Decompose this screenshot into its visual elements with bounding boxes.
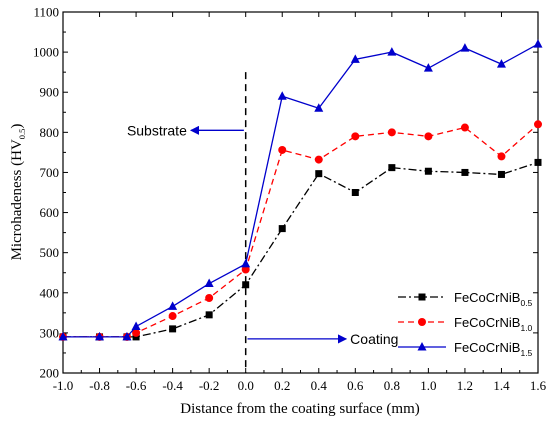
data-point-1-5 <box>350 54 360 63</box>
y-axis-title-main: Microhadeness (HV <box>9 139 25 260</box>
legend-label-name: FeCoCrNiB <box>454 340 520 355</box>
data-point-1-0 <box>314 155 323 164</box>
data-point-1-0 <box>278 145 287 154</box>
data-point-1-5 <box>122 331 132 341</box>
y-tick-label: 500 <box>40 245 60 260</box>
y-axis-title-subscript: 0.5 <box>17 129 27 140</box>
data-point-0-5 <box>424 167 432 175</box>
data-point-0-5 <box>242 281 250 289</box>
data-point-1-5 <box>241 258 251 268</box>
legend-label-subscript: 1.0 <box>520 323 532 333</box>
data-point-1-0 <box>424 132 433 141</box>
data-point-1-0 <box>241 265 250 274</box>
x-tick-label: -0.2 <box>199 378 220 393</box>
data-point-0-5 <box>278 225 286 233</box>
legend-label-name: FeCoCrNiB <box>454 290 520 305</box>
data-point-1-0 <box>205 293 214 302</box>
data-point-0-5 <box>169 325 177 333</box>
y-tick-label: 800 <box>40 125 60 140</box>
data-point-1-0 <box>351 132 360 141</box>
data-point-1-0 <box>460 123 469 132</box>
y-axis-ticks: 200 300 400 500 600 700 800 900 1000 1100 <box>33 5 538 381</box>
x-tick-label: 0.2 <box>274 378 290 393</box>
legend-marker <box>418 293 426 301</box>
data-point-1-0 <box>534 120 542 129</box>
data-point-1-5 <box>460 43 470 52</box>
data-point-0-5 <box>315 170 323 178</box>
x-tick-label: 1.6 <box>530 378 547 393</box>
series-group <box>58 39 543 341</box>
legend-label: FeCoCrNiB0.5 <box>454 290 533 308</box>
legend-label: FeCoCrNiB1.5 <box>454 340 533 358</box>
x-tick-label: 1.4 <box>493 378 510 393</box>
legend-marker <box>417 342 427 351</box>
data-point-1-0 <box>168 312 177 321</box>
x-tick-label: 0.4 <box>311 378 328 393</box>
data-point-1-0 <box>132 328 141 337</box>
x-tick-label: 0.8 <box>384 378 400 393</box>
x-tick-label: -1.0 <box>53 378 74 393</box>
legend-label-name: FeCoCrNiB <box>454 315 520 330</box>
data-point-1-0 <box>497 152 506 161</box>
legend-label-subscript: 1.5 <box>520 348 532 358</box>
data-point-1-5 <box>204 278 214 288</box>
legend-marker <box>418 318 426 326</box>
data-point-0-5 <box>205 311 213 319</box>
data-point-1-5 <box>387 47 397 56</box>
annotation-label: Coating <box>350 331 398 347</box>
annotation-label: Substrate <box>127 122 187 138</box>
svg-text:Microhadeness (HV0.5): Microhadeness (HV0.5) <box>9 124 27 261</box>
legend-label-subscript: 0.5 <box>520 298 532 308</box>
data-point-1-5 <box>423 63 433 72</box>
data-point-1-5 <box>95 331 105 341</box>
y-axis-title-close: ) <box>9 124 25 129</box>
y-axis-title: Microhadeness (HV0.5) <box>9 124 27 261</box>
x-tick-label: 1.0 <box>420 378 436 393</box>
series-line-0-5 <box>63 161 539 338</box>
x-tick-label: -0.4 <box>162 378 183 393</box>
data-point-1-5 <box>58 331 68 341</box>
y-tick-label: 1000 <box>33 45 59 60</box>
data-point-0-5 <box>351 189 359 196</box>
data-point-1-5 <box>277 91 287 100</box>
x-tick-label: 1.2 <box>457 378 473 393</box>
data-point-0-5 <box>461 168 469 176</box>
data-point-0-5 <box>534 158 542 166</box>
data-point-1-5 <box>168 301 178 310</box>
x-tick-label: -0.6 <box>126 378 147 393</box>
data-point-1-5 <box>131 321 141 330</box>
x-tick-label: 0.0 <box>238 378 254 393</box>
y-tick-label: 400 <box>40 285 60 300</box>
y-tick-label: 600 <box>40 205 60 220</box>
y-tick-label: 1100 <box>33 5 59 20</box>
data-point-0-5 <box>132 333 140 341</box>
x-axis-title: Distance from the coating surface (mm) <box>180 401 420 417</box>
data-point-1-5 <box>314 103 324 112</box>
y-tick-label: 300 <box>40 325 60 340</box>
x-axis-ticks: -1.0 -0.8 -0.6 -0.4 -0.2 0.0 0.2 0.4 0.6 0.8 1.0 1.… <box>53 12 547 393</box>
data-point-0-5 <box>388 164 396 172</box>
annotations: Substrate Coating <box>127 122 398 347</box>
y-tick-label: 200 <box>40 366 60 381</box>
series-line-1-0 <box>63 123 539 338</box>
y-tick-label: 700 <box>40 165 60 180</box>
y-tick-label: 900 <box>40 85 60 100</box>
legend-label: FeCoCrNiB1.0 <box>454 315 533 333</box>
x-tick-label: -0.8 <box>89 378 110 393</box>
data-point-1-5 <box>496 59 506 68</box>
data-point-1-0 <box>387 128 396 137</box>
x-tick-label: 0.6 <box>347 378 364 393</box>
data-point-1-5 <box>533 39 543 48</box>
data-point-0-5 <box>497 170 505 178</box>
